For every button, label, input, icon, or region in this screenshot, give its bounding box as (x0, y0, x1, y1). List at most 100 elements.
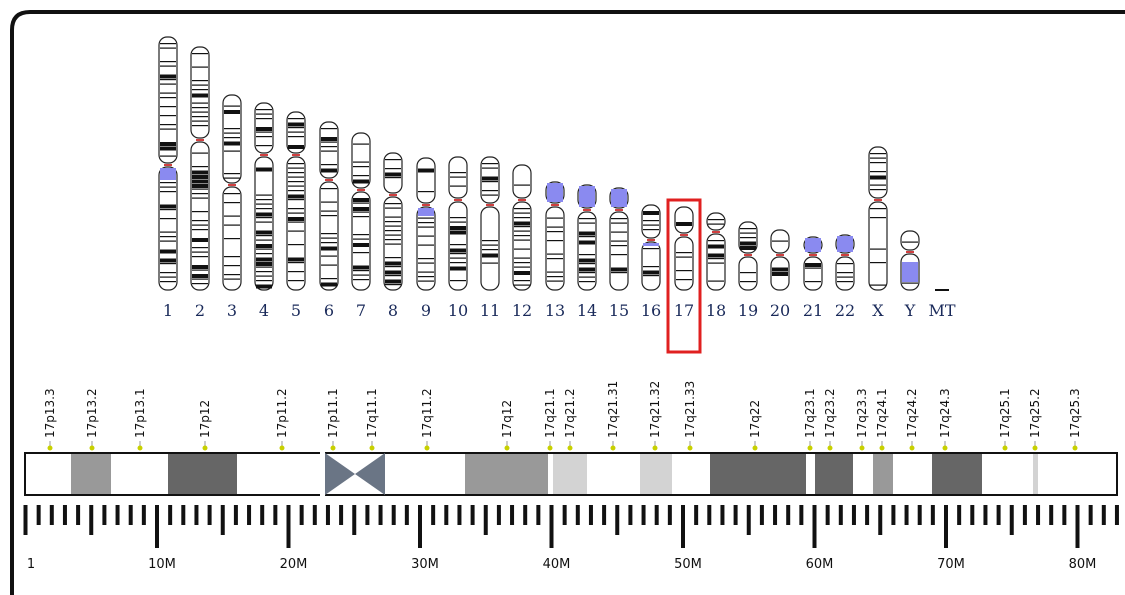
chromosome[interactable] (707, 213, 725, 290)
minor-tick (510, 505, 514, 525)
band-marker (203, 446, 208, 451)
band (450, 186, 466, 187)
band (643, 220, 659, 221)
scale-label: 1 (27, 557, 35, 572)
band (385, 235, 401, 236)
chromosome[interactable] (223, 95, 241, 290)
band (288, 136, 304, 137)
chromosome[interactable] (869, 147, 887, 290)
scale-label: 30M (411, 557, 439, 572)
chromosome[interactable] (417, 158, 435, 290)
chromosome-arm (642, 205, 660, 238)
band (482, 195, 498, 196)
chromosome[interactable] (449, 157, 467, 290)
chromosome[interactable] (384, 153, 402, 290)
band (321, 137, 337, 141)
chromosome[interactable] (901, 231, 919, 290)
chromosome[interactable] (513, 165, 531, 290)
chromosome[interactable] (352, 133, 370, 290)
chromosome-arm (869, 202, 887, 290)
band (192, 166, 208, 167)
minor-tick (300, 505, 304, 525)
chromosome-arm (255, 157, 273, 290)
band (224, 133, 240, 134)
band (160, 147, 176, 151)
band (321, 283, 337, 287)
band (288, 199, 304, 200)
band (547, 231, 563, 232)
band (772, 272, 788, 276)
band (740, 246, 756, 250)
chromosome-arm (417, 158, 435, 203)
band (514, 249, 530, 250)
chromosome[interactable] (836, 235, 854, 290)
chromosome[interactable] (546, 182, 564, 290)
band-marker (568, 446, 573, 451)
chromosome[interactable] (642, 205, 660, 290)
chromosome[interactable] (771, 230, 789, 290)
band (160, 129, 176, 130)
band (192, 225, 208, 226)
band (353, 239, 369, 240)
band (353, 207, 369, 211)
band (192, 112, 208, 113)
chromosome-label: 15 (609, 301, 629, 320)
band (192, 265, 208, 269)
minor-tick (1023, 505, 1027, 525)
band-label: 17p13.1 (133, 388, 147, 438)
chromosome[interactable] (675, 207, 693, 290)
band (224, 274, 240, 275)
band (514, 213, 530, 214)
chromosome[interactable] (804, 237, 822, 290)
cytoband (71, 454, 111, 494)
band (611, 223, 627, 224)
band (224, 178, 240, 179)
band (385, 275, 401, 276)
band (450, 226, 466, 230)
band (385, 280, 401, 284)
band (385, 203, 401, 204)
chromosome[interactable] (320, 122, 338, 290)
chromosome[interactable] (159, 37, 177, 290)
band (160, 75, 176, 79)
band (288, 172, 304, 173)
band-label: 17p13.2 (85, 388, 99, 438)
band (288, 181, 304, 182)
band-marker (943, 446, 948, 451)
band (482, 163, 498, 164)
major-tick (813, 505, 817, 548)
band-label: 17q21.2 (563, 388, 577, 438)
minor-tick (273, 505, 277, 525)
chromosome-label: Y (904, 301, 916, 320)
band (708, 219, 724, 220)
band (160, 48, 176, 49)
band-marker (425, 446, 430, 451)
minor-tick (997, 505, 1001, 525)
band (837, 281, 853, 282)
chromosome-label: 7 (356, 301, 366, 320)
band (192, 238, 208, 242)
band-marker (90, 446, 95, 451)
band (256, 249, 272, 250)
band (321, 211, 337, 212)
band (160, 187, 176, 188)
band (192, 94, 208, 98)
band (321, 164, 337, 165)
chromosome[interactable] (578, 185, 596, 290)
band-marker (688, 446, 693, 451)
band (385, 266, 401, 267)
chromosome[interactable] (255, 103, 273, 290)
chromosome[interactable] (191, 47, 209, 290)
minor-tick (326, 505, 330, 525)
band-marker (1073, 446, 1078, 451)
band (353, 203, 369, 204)
chromosome[interactable] (610, 188, 628, 290)
band (353, 198, 369, 202)
band (514, 262, 530, 263)
band (611, 245, 627, 246)
minor-tick (221, 505, 225, 535)
chromosome[interactable] (287, 112, 305, 290)
chromosome[interactable] (481, 157, 499, 290)
chromosome[interactable] (739, 222, 757, 290)
minor-tick (260, 505, 264, 525)
